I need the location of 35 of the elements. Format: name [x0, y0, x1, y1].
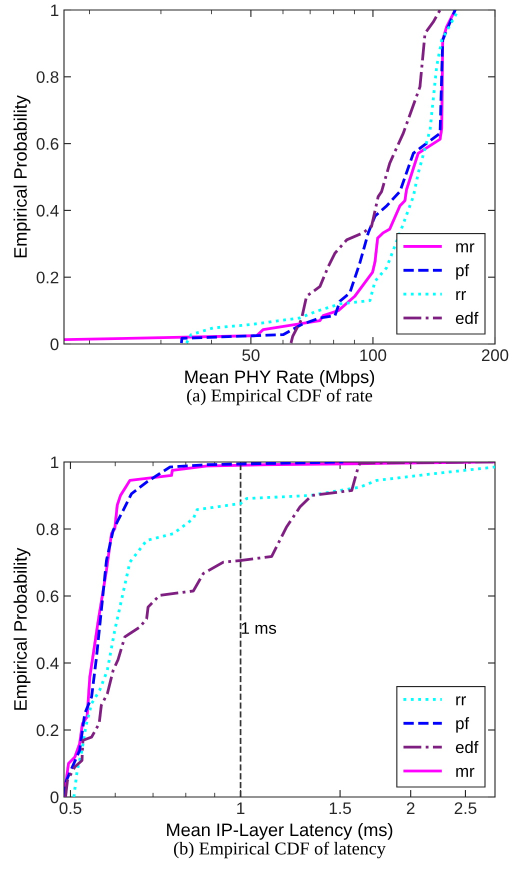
text: (b) Empirical CDF of latency — [174, 842, 386, 858]
x-axis-title: Mean PHY Rate (Mbps) — [185, 370, 374, 387]
legend-label: rr — [456, 696, 466, 706]
y-tick-label: 0.8 — [36, 523, 58, 536]
y-tick-label: 0.6 — [36, 138, 58, 150]
x-tick-label: 50 — [242, 349, 260, 362]
y-tick-label: 0.4 — [36, 657, 59, 670]
y-tick-label: 0.4 — [36, 204, 59, 217]
legend-label: rr — [456, 291, 466, 300]
y-tick-label: 1 — [51, 4, 58, 16]
x-tick-label: 200 — [482, 349, 508, 362]
ref-line-label: 1 ms — [242, 622, 276, 634]
legend-label: pf — [456, 717, 470, 733]
text: (a) Empirical CDF of rate — [187, 388, 372, 406]
x-tick-label: 1.5 — [330, 802, 351, 814]
y-tick-label: 0.2 — [36, 272, 58, 284]
x-axis-title: Mean IP-Layer Latency (ms) — [167, 822, 392, 840]
x-tick-label: 100 — [360, 349, 386, 362]
y-axis-title: Empirical Probability — [14, 548, 30, 710]
legend-label: mr — [456, 768, 474, 777]
legend-label: mr — [456, 243, 474, 252]
y-tick-label: 0.8 — [36, 71, 58, 84]
y-tick-label: 0.2 — [36, 724, 58, 736]
legend-label: pf — [456, 264, 470, 280]
x-tick-label: 2 — [406, 802, 414, 814]
y-axis-title: Empirical Probability — [14, 95, 30, 258]
y-tick-label: 0 — [50, 791, 58, 804]
y-tick-label: 0 — [50, 338, 58, 350]
y-tick-label: 1 — [51, 456, 58, 468]
legend-label: edf — [456, 740, 478, 754]
x-tick-label: 2.5 — [454, 802, 476, 814]
x-tick-label: 1 — [237, 802, 244, 814]
legend-label: edf — [456, 312, 478, 324]
x-tick-label: 0.5 — [60, 802, 82, 814]
y-tick-label: 0.6 — [36, 590, 58, 602]
